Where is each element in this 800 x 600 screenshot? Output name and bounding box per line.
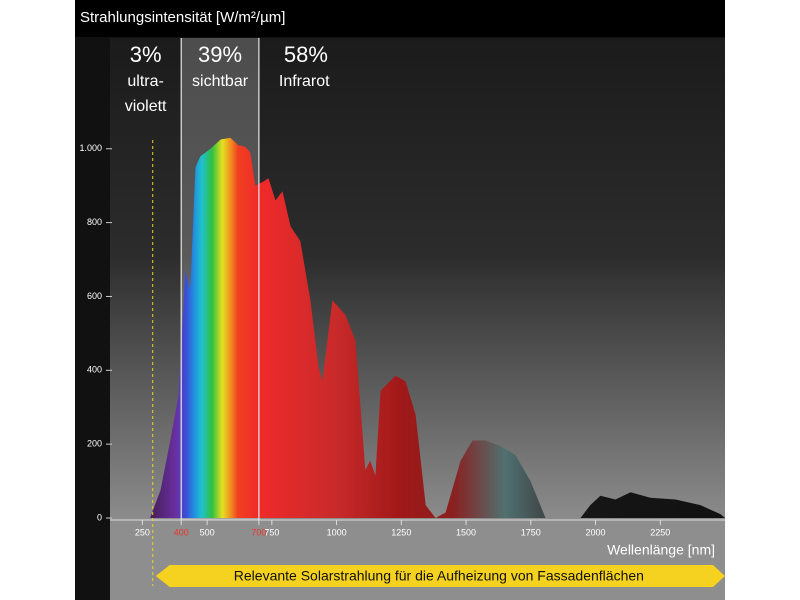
- x-tick-label: 1750: [521, 527, 541, 537]
- x-tick-label: 1500: [456, 527, 476, 537]
- y-tick-label: 0: [97, 512, 102, 522]
- y-tick-label: 1.000: [79, 143, 102, 153]
- region-label: sichtbar: [192, 73, 249, 90]
- x-tick-label: 750: [264, 527, 279, 537]
- region-percent: 39%: [198, 42, 242, 67]
- y-tick-label: 800: [87, 217, 102, 227]
- x-axis-label: Wellenlänge [nm]: [607, 542, 715, 558]
- plot-layer: 3% ultra-violett 39% sichtbar 58% Infrarot 0 20…: [79, 38, 726, 587]
- x-tick-label: 1000: [327, 527, 347, 537]
- x-tick-label: 250: [135, 527, 150, 537]
- region-percent: 3%: [130, 42, 162, 67]
- region-label: Infrarot: [279, 73, 330, 90]
- chart-title: Strahlungsintensität [W/m²/µm]: [80, 9, 285, 26]
- title-bar: [75, 0, 725, 37]
- x-tick-label: 1250: [391, 527, 411, 537]
- x-tick-label: 400: [174, 527, 189, 537]
- y-tick-label: 200: [87, 439, 102, 449]
- x-tick-label: 2250: [650, 527, 670, 537]
- x-tick-label: 2000: [586, 527, 606, 537]
- annotation-arrow: [155, 565, 725, 587]
- region-label: ultra-: [127, 73, 163, 90]
- x-tick-label: 500: [200, 527, 215, 537]
- y-tick-label: 600: [87, 291, 102, 301]
- y-tick-label: 400: [87, 365, 102, 375]
- region-percent: 58%: [284, 42, 328, 67]
- spectrum-area: [150, 137, 726, 518]
- region-label: violett: [125, 98, 167, 115]
- annotation-text: Relevante Solarstrahlung für die Aufheiz…: [234, 568, 644, 584]
- x-tick-label: 700: [251, 527, 266, 537]
